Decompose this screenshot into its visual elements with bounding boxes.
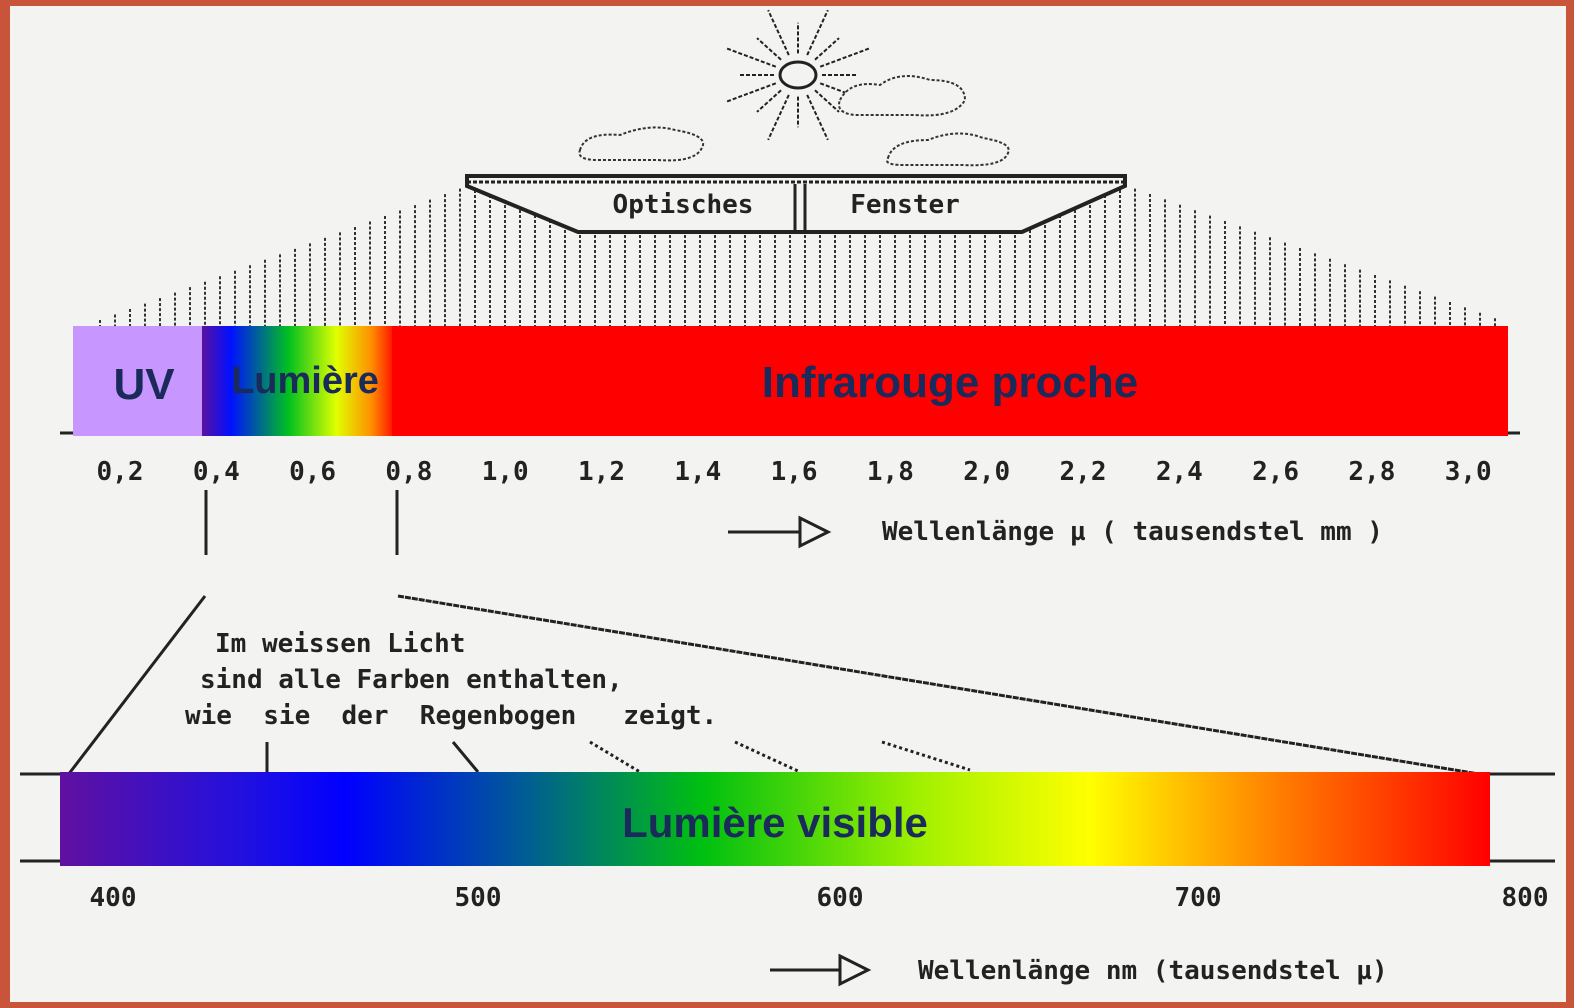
lower-tick-label: 500 <box>455 883 502 913</box>
caption-line: Im weissen Licht <box>215 629 465 659</box>
upper-tick-label: 0,8 <box>385 457 432 487</box>
upper-tick-label: 0,4 <box>193 457 240 487</box>
upper-tick-label: 1,0 <box>482 457 529 487</box>
window-left: Optisches <box>613 190 754 220</box>
lower-axis-label: Wellenlänge nm (tausendstel µ) <box>918 956 1388 986</box>
upper-tick-label: 3,0 <box>1445 457 1492 487</box>
caption-line: wie sie der Regenbogen zeigt. <box>185 701 717 731</box>
light-label: Lumière <box>231 360 379 402</box>
upper-tick-label: 0,6 <box>289 457 336 487</box>
upper-ticks: 0,2 0,4 0,6 0,8 1,0 1,2 1,4 1,6 1,8 2,0 2,2 2,4 2,6 2… <box>97 457 1492 487</box>
upper-tick-label: 0,2 <box>97 457 144 487</box>
upper-tick-label: 2,2 <box>1060 457 1107 487</box>
upper-axis-label: Wellenlänge µ ( tausendstel mm ) <box>882 517 1383 547</box>
upper-tick-label: 2,6 <box>1252 457 1299 487</box>
upper-tick-label: 2,4 <box>1156 457 1203 487</box>
lower-tick-label: 700 <box>1175 883 1222 913</box>
near-infrared-label: Infrarouge proche <box>762 358 1139 407</box>
diagram: Optisches Fenster UV Lumière Infrarouge … <box>0 0 1574 1008</box>
lower-tick-label: 400 <box>90 883 137 913</box>
lower-tick-label: 800 <box>1502 883 1549 913</box>
window-right: Fenster <box>850 190 960 220</box>
lower-tick-label: 600 <box>817 883 864 913</box>
upper-tick-label: 2,0 <box>963 457 1010 487</box>
uv-label: UV <box>113 360 175 409</box>
caption-line: sind alle Farben enthalten, <box>200 665 623 695</box>
upper-tick-label: 2,8 <box>1348 457 1395 487</box>
upper-tick-label: 1,8 <box>867 457 914 487</box>
optical-window: Optisches Fenster <box>467 176 1125 232</box>
visible-label: Lumière visible <box>622 799 928 846</box>
upper-tick-label: 1,6 <box>771 457 818 487</box>
upper-tick-label: 1,4 <box>674 457 721 487</box>
upper-tick-label: 1,2 <box>578 457 625 487</box>
